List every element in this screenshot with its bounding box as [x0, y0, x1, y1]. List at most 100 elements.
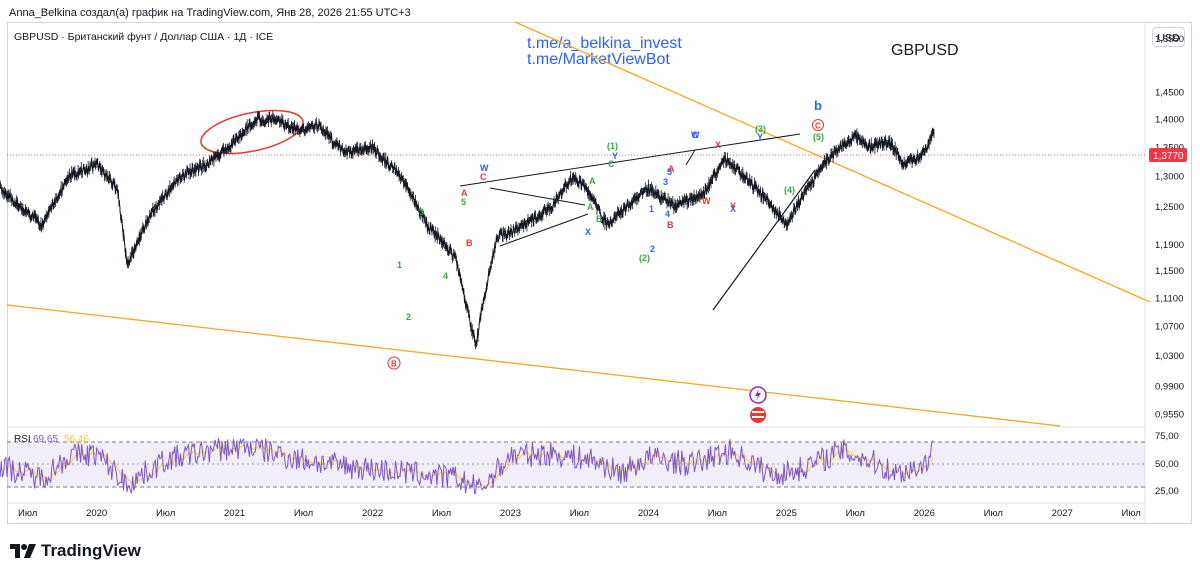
wave-Y-b: Y: [730, 201, 736, 211]
rsi-series: [0, 437, 934, 494]
wave-5-b: 5: [667, 167, 672, 177]
wave-W-c: W: [702, 196, 711, 206]
price-tick-label: 1,4000: [1155, 115, 1184, 126]
wave-mark-line[interactable]: [685, 149, 696, 166]
tradingview-logo[interactable]: TradingView: [10, 541, 141, 561]
rsi-tick-75: 75,00: [1155, 431, 1179, 442]
ticker-label: GBPUSD: [891, 42, 959, 59]
time-tick-label: Июл: [432, 508, 451, 519]
price-tick-label: 0,9900: [1155, 382, 1184, 393]
wave-p3: (3): [755, 124, 766, 134]
wave-b: b: [814, 98, 822, 113]
highlight-ellipse[interactable]: [197, 103, 307, 162]
wave-p5: (5): [813, 132, 824, 142]
resistance-trendline[interactable]: [514, 21, 1151, 303]
time-tick-label: 2023: [500, 508, 521, 519]
time-axis[interactable]: Июл 2020 Июл 2021 Июл 2022 Июл 2023 Июл 2024 Июл 20…: [18, 508, 1141, 519]
chart-attribution: Anna_Belkina создал(а) график на Trading…: [9, 7, 411, 19]
price-tick-label: 1,4500: [1155, 88, 1184, 99]
time-tick-label: Июл: [846, 508, 865, 519]
wave-A-b: A: [587, 202, 594, 212]
rsi-line: [0, 437, 934, 494]
telegram-link-1[interactable]: t.me/a_belkina_invest: [527, 35, 682, 52]
wave-circle-C: [812, 119, 824, 131]
price-tick-label: 1,1100: [1155, 293, 1183, 304]
support-trendline[interactable]: [6, 304, 1061, 427]
rsi-ma-line: [0, 443, 934, 487]
flag-stripe-top: [752, 411, 764, 413]
price-tick-label: 0,9550: [1155, 409, 1184, 420]
price-tick-label: 1,5550: [1155, 34, 1184, 45]
wave-labels[interactable]: B C b 1 2 3 4 5 A B C W X A A B C Y (1) …: [387, 98, 824, 370]
wave-4-b: 4: [665, 209, 670, 219]
wave-5-a: 5: [461, 197, 466, 207]
wave-p4: (4): [784, 185, 795, 195]
us-flag-icon[interactable]: [750, 407, 766, 423]
wave-X-c: X: [730, 204, 736, 214]
time-tick-label: 2027: [1052, 508, 1073, 519]
triangle-bottom-line[interactable]: [499, 213, 589, 247]
wave-C-circled: C: [815, 122, 821, 131]
price-tick-label: 1,0300: [1155, 351, 1184, 362]
wave-X-b: X: [715, 140, 721, 150]
wave-4-a: 4: [443, 271, 448, 281]
time-tick-label: Июл: [984, 508, 1003, 519]
wave-3-a: 3: [419, 207, 424, 217]
time-tick-label: Июл: [1122, 508, 1141, 519]
tradingview-logo-icon: [10, 544, 36, 558]
time-tick-label: 2020: [86, 508, 107, 519]
price-tick-label: 1,3000: [1155, 172, 1184, 183]
time-tick-label: Июл: [294, 508, 313, 519]
wave-p1: (1): [607, 141, 618, 151]
wave-2-b: 2: [650, 244, 655, 254]
wave-B-a: B: [466, 238, 473, 248]
wave-C-b: C: [608, 159, 615, 169]
rsi-band: [7, 442, 1145, 487]
price-series: [0, 110, 935, 350]
time-tick-label: 2024: [638, 508, 659, 519]
wave-B-c: B: [667, 220, 674, 230]
projection-line[interactable]: [712, 169, 816, 311]
wave-B-circled: B: [391, 360, 397, 369]
time-tick-label: Июл: [18, 508, 37, 519]
channel-top-line[interactable]: [459, 133, 801, 187]
wave-X-a: X: [585, 227, 591, 237]
time-tick-label: Июл: [156, 508, 175, 519]
lightning-glyph: [755, 389, 761, 401]
chart-frame: [7, 22, 1192, 524]
wave-W-a: W: [480, 163, 489, 173]
wave-W-b: W: [691, 130, 700, 140]
last-price-tag: [1149, 148, 1187, 162]
price-tick-label: 1,1900: [1155, 240, 1184, 251]
flag-stripe-bottom: [752, 416, 764, 418]
wave-Y-c: Y: [757, 132, 763, 142]
wave-C-a: C: [480, 172, 487, 182]
rsi-value: 69,65: [33, 434, 58, 445]
price-tick-label: 1,0700: [1155, 322, 1184, 333]
time-tick-label: 2022: [362, 508, 383, 519]
last-price-value: 1,3770: [1153, 151, 1184, 162]
price-axis[interactable]: 1,55501,45001,40001,35001,30001,25001,19…: [1155, 34, 1184, 421]
time-tick-label: Июл: [570, 508, 589, 519]
wave-3-b: 3: [663, 177, 668, 187]
wave-1-b: 1: [649, 204, 654, 214]
wave-A-d: A: [668, 164, 675, 174]
rsi-ma-value: 56,46: [64, 434, 89, 445]
time-tick-label: Июл: [708, 508, 727, 519]
time-tick-label: 2021: [224, 508, 245, 519]
wave-B-b: B: [596, 214, 603, 224]
rsi-tick-50: 50,00: [1155, 459, 1179, 470]
rsi-tick-25: 25,00: [1155, 486, 1179, 497]
rsi-label: RSI: [14, 434, 31, 445]
price-tick-label: 1,1500: [1155, 266, 1184, 277]
wave-Y-a: Y: [612, 151, 618, 161]
wave-2-a: 2: [406, 312, 411, 322]
wave-circle-B: [387, 356, 401, 370]
wave-A-a: A: [461, 188, 468, 198]
wave-A-c: A: [589, 176, 596, 186]
currency-button[interactable]: USD: [1152, 27, 1185, 47]
time-tick-label: 2026: [914, 508, 935, 519]
wave-1-a: 1: [397, 260, 402, 270]
triangle-top-line[interactable]: [489, 187, 586, 206]
